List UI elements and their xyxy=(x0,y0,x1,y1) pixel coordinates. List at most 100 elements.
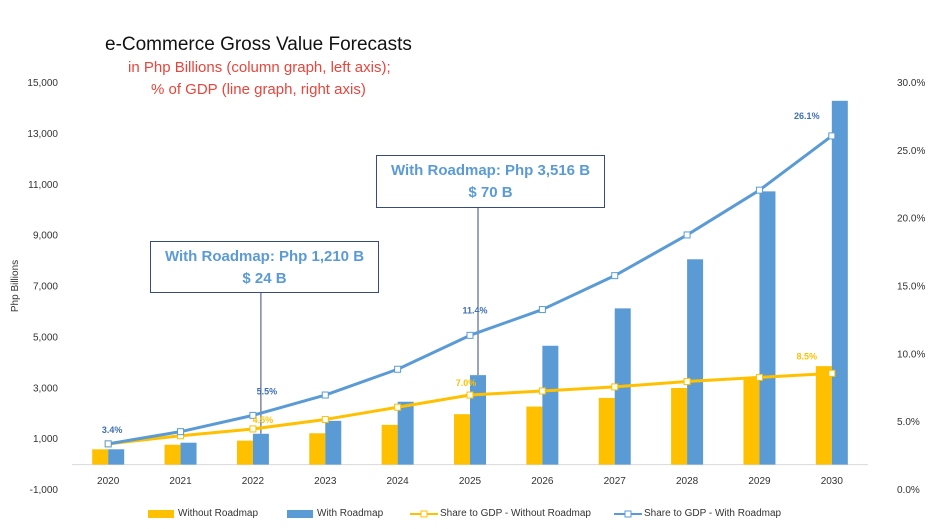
legend-label-share-with: Share to GDP - With Roadmap xyxy=(644,508,782,519)
bar-without-roadmap xyxy=(598,397,615,465)
legend-item-with-roadmap: With Roadmap xyxy=(287,508,383,519)
marker-share-with xyxy=(611,272,619,280)
left-tick-label: 5,000 xyxy=(33,332,58,343)
right-tick-label: 15.0% xyxy=(897,282,925,293)
marker-share-with xyxy=(466,331,474,339)
bar-with-roadmap xyxy=(831,100,848,465)
marker-share-without xyxy=(611,383,619,391)
bar-with-roadmap xyxy=(325,420,342,465)
callout-2022-line2: $ 24 B xyxy=(242,270,287,287)
marker-share-with xyxy=(321,391,329,399)
left-tick-label: 15,000 xyxy=(27,78,58,89)
bar-without-roadmap xyxy=(309,433,326,465)
bar-without-roadmap xyxy=(236,440,253,465)
legend-item-share-with: Share to GDP - With Roadmap xyxy=(614,508,781,519)
bar-with-roadmap xyxy=(108,449,125,465)
data-labels: 3.4% 5.5% 4.5% 7.0% 11.4% 26.1% 8.5% xyxy=(102,111,820,435)
left-tick-label: 11,000 xyxy=(28,180,58,191)
bar-without-roadmap xyxy=(526,406,543,465)
y-axis-label: Php Billions xyxy=(10,260,21,312)
left-tick-label: 7,000 xyxy=(33,282,58,293)
right-tick-label: 0.0% xyxy=(897,485,920,496)
chart-title: e-Commerce Gross Value Forecasts xyxy=(105,34,412,55)
data-label: 5.5% xyxy=(257,386,278,396)
right-tick-label: 10.0% xyxy=(897,349,925,360)
marker-share-with xyxy=(177,428,185,436)
bars xyxy=(92,100,848,465)
callout-2022: With Roadmap: Php 1,210 B $ 24 B xyxy=(150,241,379,293)
legend-label-share-without: Share to GDP - Without Roadmap xyxy=(440,508,591,519)
bar-with-roadmap xyxy=(542,345,559,465)
marker-share-with xyxy=(249,411,257,419)
left-tick-label: 1,000 xyxy=(33,434,58,445)
legend-swatch-with-roadmap xyxy=(287,509,313,518)
marker-share-without xyxy=(466,391,474,399)
x-tick-label: 2022 xyxy=(242,476,265,487)
marker-share-without xyxy=(394,403,402,411)
marker-share-without xyxy=(538,387,546,395)
x-tick-label: 2020 xyxy=(97,476,120,487)
left-tick-label: -1,000 xyxy=(30,485,59,496)
callout-2025-line1: With Roadmap: Php 3,516 B xyxy=(390,162,591,179)
right-tick-label: 5.0% xyxy=(897,417,920,428)
callout-2022-line1: With Roadmap: Php 1,210 B xyxy=(164,248,365,265)
legend-label-with-roadmap: With Roadmap xyxy=(317,508,384,519)
x-tick-label: 2029 xyxy=(748,476,771,487)
bar-with-roadmap xyxy=(470,375,486,465)
bar-without-roadmap xyxy=(671,387,688,465)
bar-without-roadmap xyxy=(454,414,470,465)
callout-2025-line2: $ 70 B xyxy=(468,184,513,201)
bar-with-roadmap xyxy=(397,401,414,465)
callout-2025: With Roadmap: Php 3,516 B $ 70 B xyxy=(376,155,605,208)
bar-with-roadmap xyxy=(687,259,704,465)
data-label: 7.0% xyxy=(456,378,477,388)
marker-share-with xyxy=(394,365,402,373)
lines xyxy=(104,132,836,448)
legend-label-without-roadmap: Without Roadmap xyxy=(178,508,259,519)
right-tick-label: 25.0% xyxy=(897,146,925,157)
data-label: 11.4% xyxy=(462,305,487,315)
bar-without-roadmap xyxy=(381,424,398,465)
marker-share-with xyxy=(755,186,763,194)
x-tick-label: 2025 xyxy=(459,476,482,487)
data-label: 3.4% xyxy=(102,425,123,435)
marker-share-without xyxy=(249,425,257,433)
axes: -1,000 1,000 3,000 5,000 7,000 9,000 11,000 13,… xyxy=(10,78,925,496)
x-tick-label: 2023 xyxy=(314,476,337,487)
right-tick-label: 20.0% xyxy=(897,214,925,225)
bar-without-roadmap xyxy=(815,366,832,465)
marker-share-without xyxy=(828,369,836,377)
data-label: 4.5% xyxy=(253,415,274,425)
bar-with-roadmap xyxy=(759,191,776,465)
marker-share-without xyxy=(321,415,329,423)
left-tick-label: 13,000 xyxy=(27,129,58,140)
bar-without-roadmap xyxy=(92,449,109,465)
legend-item-share-without: Share to GDP - Without Roadmap xyxy=(410,508,591,519)
x-tick-label: 2026 xyxy=(531,476,554,487)
legend-swatch-without-roadmap xyxy=(148,509,174,518)
legend-swatch-share-without xyxy=(410,510,438,517)
marker-share-without xyxy=(755,373,763,381)
bar-with-roadmap xyxy=(252,433,269,465)
data-label: 8.5% xyxy=(797,351,818,361)
left-tick-label: 3,000 xyxy=(33,383,58,394)
x-tick-label: 2027 xyxy=(604,476,627,487)
bar-without-roadmap xyxy=(164,444,181,465)
x-tick-label: 2024 xyxy=(387,476,410,487)
chart-subtitle-line1: in Php Billions (column graph, left axis… xyxy=(128,59,391,76)
legend-item-without-roadmap: Without Roadmap xyxy=(148,508,258,519)
x-tick-label: 2028 xyxy=(676,476,699,487)
marker-share-with xyxy=(683,231,691,239)
marker-share-without xyxy=(683,377,691,385)
chart-subtitle-line2: % of GDP (line graph, right axis) xyxy=(151,81,366,98)
callout-leaders xyxy=(260,208,479,434)
legend-swatch-share-with xyxy=(614,510,642,517)
data-label: 26.1% xyxy=(794,111,820,121)
bar-with-roadmap xyxy=(180,442,197,465)
left-tick-label: 9,000 xyxy=(33,231,58,242)
right-tick-label: 30.0% xyxy=(897,78,925,89)
x-tick-label: 2030 xyxy=(821,476,844,487)
marker-share-with xyxy=(828,132,836,140)
marker-share-with xyxy=(538,306,546,314)
